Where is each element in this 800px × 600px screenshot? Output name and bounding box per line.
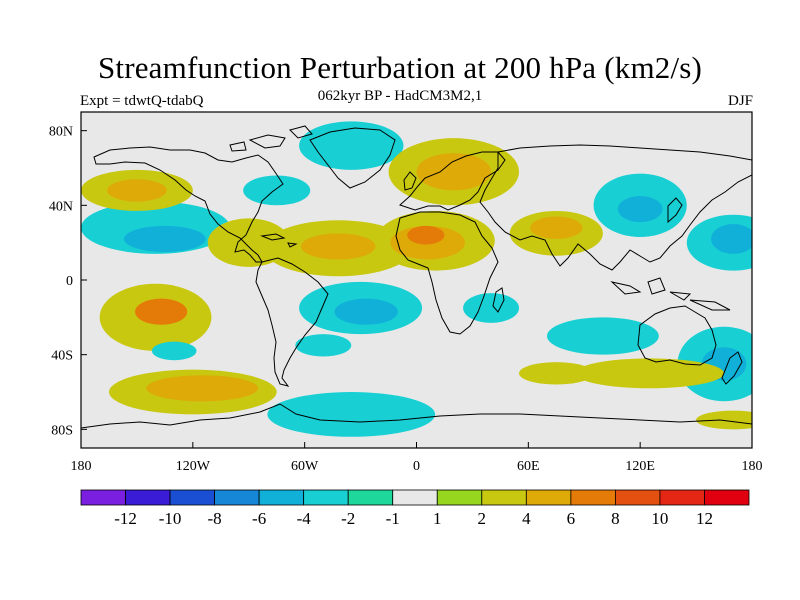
coastline-antarctica [81,403,752,429]
lat-tick-label: 80N [49,125,73,140]
contour-region [295,334,352,357]
coastline-europe [399,151,506,211]
contour-region [574,358,725,389]
coastline-japan [667,197,683,224]
map-title: Streamfunction Perturbation at 200 hPa (… [97,50,703,85]
colorbar-label: 10 [651,509,668,528]
coastline-madagascar [492,287,505,313]
colorbar-label: -2 [341,509,355,528]
colorbar-swatch [80,489,126,506]
colorbar-swatch [436,489,483,506]
colorbar-label: -1 [386,509,400,528]
colorbar-swatch [258,489,305,506]
coastline-south-america [255,257,329,387]
colorbar-swatch [347,489,394,506]
colorbar-label: -12 [114,509,137,528]
colorbar-label: 8 [611,509,620,528]
coastline-caribbean [260,233,298,248]
contour-region [107,179,167,202]
colorbar-swatch [615,489,661,506]
colorbar-swatch [481,489,527,506]
contour-region [696,410,752,430]
contour-region [267,392,436,437]
lon-tick-label: 60E [517,459,540,474]
colorbar-label: -6 [252,509,266,528]
colorbar-label: 6 [567,509,576,528]
coastline-asia [479,144,752,271]
contour-region [546,317,659,355]
lon-tick-label: 180 [71,459,92,474]
colorbar-label: 1 [433,509,442,528]
colorbar-swatch [704,489,750,506]
coastline-australia [637,305,717,366]
colorbar-label: 2 [478,509,487,528]
lon-tick-label: 180 [742,459,763,474]
coastline-africa [395,211,499,335]
lon-tick-label: 0 [413,459,420,474]
latitude-axis: 80N 40N 0 40S 80S [49,125,87,438]
contour-region [243,175,311,206]
coastline-arctic-islands [229,125,313,152]
contour-region [146,375,259,402]
contour-fill-layer [81,121,752,437]
colorbar-swatch [659,489,705,506]
lon-tick-label: 60W [291,459,319,474]
colorbar-swatch [525,489,572,506]
coastlines [81,125,752,429]
colorbar-swatch [214,489,260,506]
lon-tick-label: 120W [176,459,211,474]
contour-region [416,153,492,191]
colorbar-swatch [169,489,215,506]
lat-tick-label: 40S [51,349,73,364]
contour-region [617,196,663,223]
colorbar-label: 12 [696,509,713,528]
coastline-british-isles [403,171,417,191]
experiment-label: Expt = tdwtQ-tdabQ [80,93,204,109]
contour-region [334,298,398,325]
contour-region [407,225,445,245]
colorbar-label: -4 [297,509,312,528]
contour-region [123,225,206,252]
contour-region [300,233,376,260]
lat-tick-label: 0 [66,274,73,289]
longitude-axis: 180 120W 60W 0 60E 120E 180 [71,442,763,474]
contour-region [519,362,594,385]
colorbar-swatch [392,489,438,506]
lat-tick-label: 80S [51,423,73,438]
colorbar-label: -8 [208,509,222,528]
contour-region [135,298,188,325]
coastline-new-zealand [721,351,743,385]
colorbar-label: 4 [522,509,531,528]
coastline-north-america [93,146,284,263]
contour-region [463,293,520,323]
coastline-greenland [309,127,396,189]
colorbar-swatch [303,489,349,506]
lon-tick-label: 120E [625,459,655,474]
colorbar: -12 -10 -8 -6 -4 -2 -1 1 2 4 6 8 10 12 [80,489,750,528]
contour-region [530,216,583,239]
season-label: DJF [727,93,753,109]
colorbar-label: -10 [159,509,182,528]
contour-region [151,341,197,361]
coastline-indonesia [610,277,731,311]
lat-tick-label: 40N [49,199,73,214]
colorbar-swatch [570,489,616,506]
contour-region [711,224,752,254]
colorbar-swatch [125,489,171,506]
model-label: 062kyr BP - HadCM3M2,1 [317,88,483,104]
